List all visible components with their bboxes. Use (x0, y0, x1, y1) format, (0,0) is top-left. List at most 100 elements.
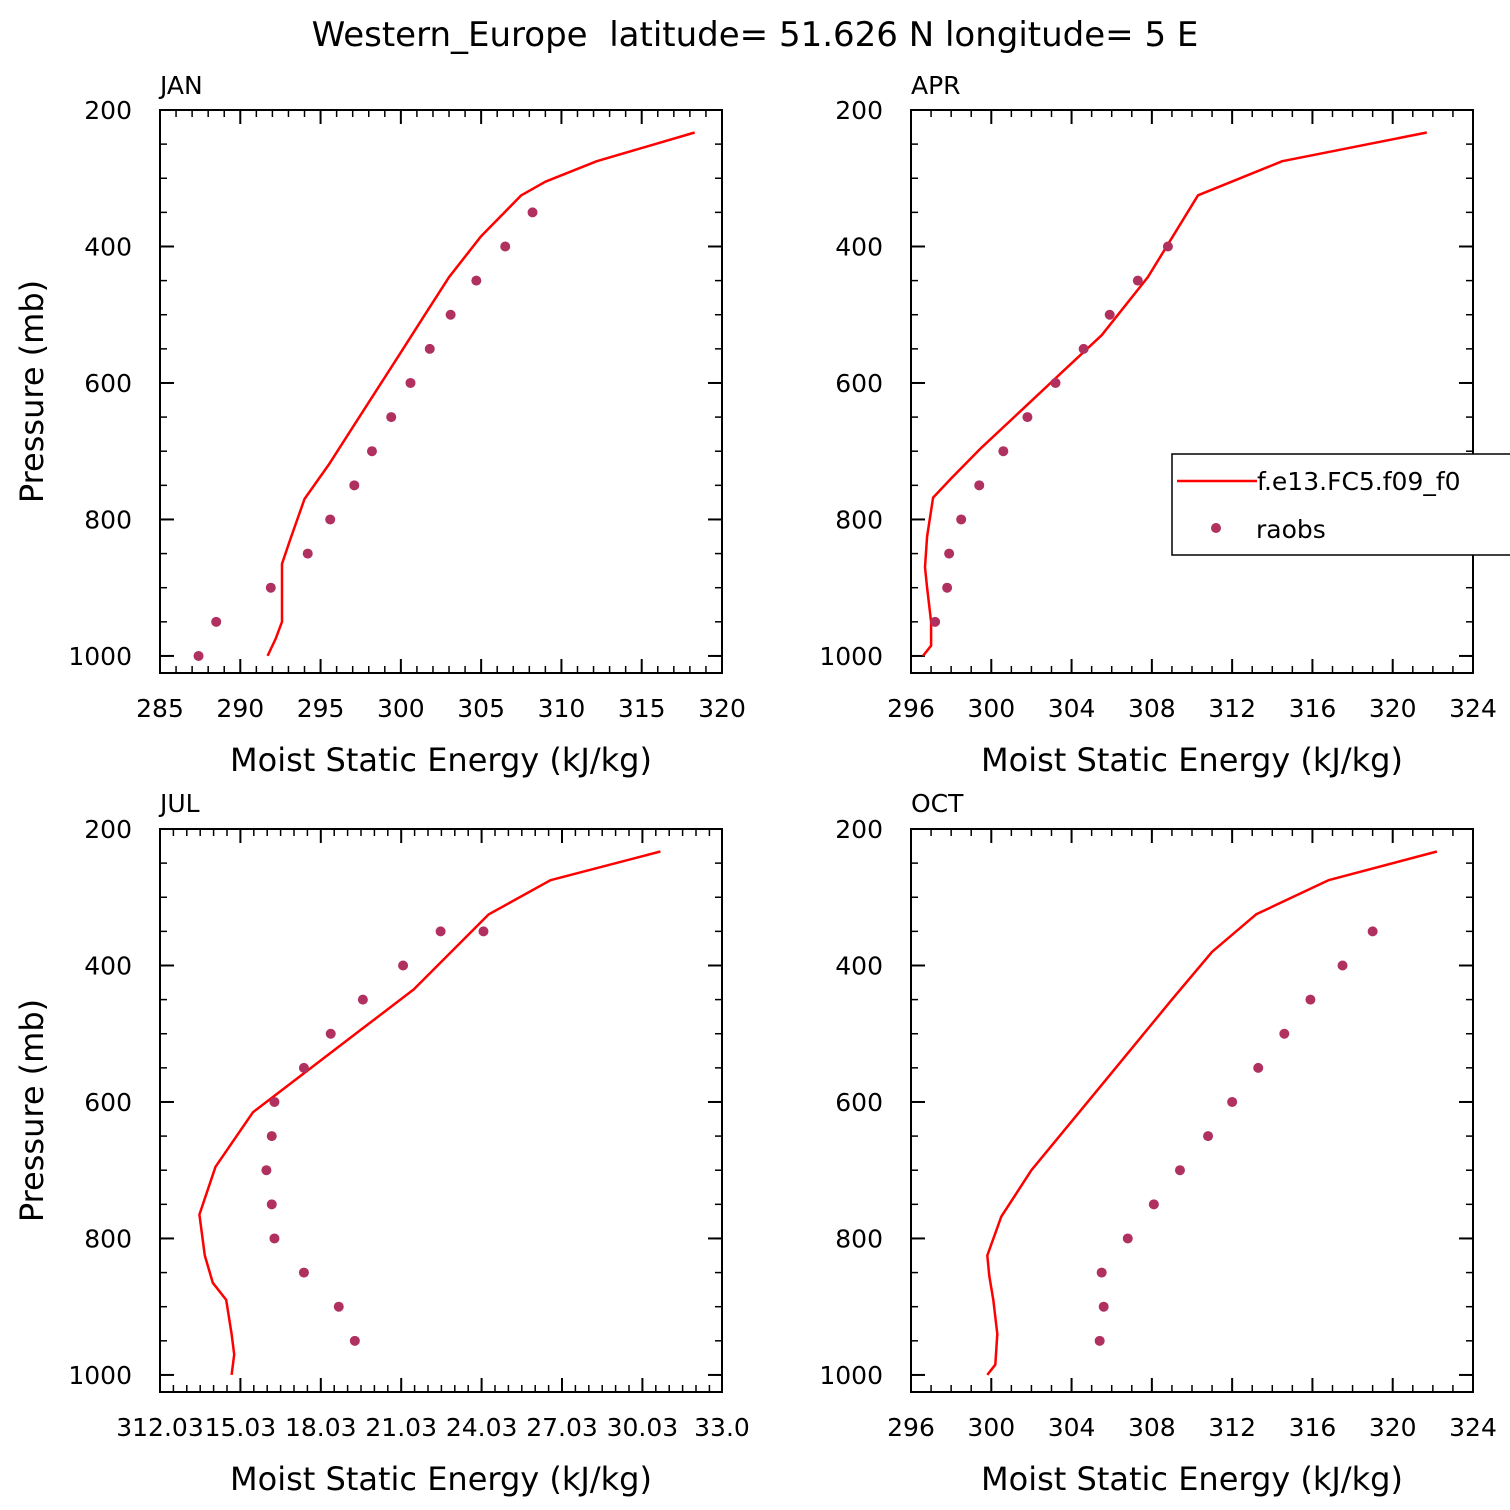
chart-jul-raobs-point (298, 1062, 309, 1073)
chart-jan-ytick-label: 400 (84, 232, 132, 261)
chart-jul-raobs-point (266, 1199, 277, 1210)
chart-jul-raobs-point (266, 1131, 277, 1142)
chart-oct-raobs-point (1305, 994, 1316, 1005)
chart-oct-xtick-label: 304 (1048, 1413, 1096, 1442)
chart-jan-frame (159, 109, 723, 674)
chart-apr-raobs-point (998, 446, 1009, 457)
chart-jul-xtick-label: 30.03 (607, 1413, 679, 1442)
chart-apr-ytick-label: 400 (835, 232, 883, 261)
chart-jan-model-line (266, 131, 696, 657)
chart-oct-raobs-point (1174, 1165, 1185, 1176)
chart-jan-xtick-label: 320 (698, 694, 746, 723)
chart-oct-raobs-point (1203, 1131, 1214, 1142)
chart-jan-raobs-point (527, 207, 538, 218)
chart-apr-raobs-point (1050, 377, 1061, 388)
chart-oct-ytick-label: 800 (835, 1224, 883, 1253)
chart-jan-raobs-point (325, 514, 336, 525)
panel-oct: OCT 296 300 304 308 312 316 320 324 200 400 600 800… (819, 789, 1496, 1498)
chart-jul-raobs-point (298, 1267, 309, 1278)
chart-jul-model-line (198, 850, 661, 1376)
chart-apr-raobs-point (1132, 275, 1143, 286)
chart-oct-xtick-label: 308 (1128, 1413, 1176, 1442)
chart-oct-raobs-point (1279, 1028, 1290, 1039)
chart-jan-xlabel: Moist Static Energy (kJ/kg) (230, 741, 652, 779)
chart-jan-raobs-point (424, 343, 435, 354)
chart-oct-raobs-point (1098, 1301, 1109, 1312)
chart-apr-raobs-point (1078, 343, 1089, 354)
chart-jan-ytick-label: 1000 (68, 642, 132, 671)
chart-jul-xlabel: Moist Static Energy (kJ/kg) (230, 1460, 652, 1498)
plot-area-oct: 296 300 304 308 312 316 320 324 200 400 600 800 1000… (819, 815, 1496, 1498)
chart-jul-raobs-point (269, 1096, 280, 1107)
chart-apr-xtick-label: 324 (1449, 694, 1497, 723)
chart-jul-xtick-label: 15.03 (205, 1413, 277, 1442)
chart-apr-model-line (922, 131, 1428, 657)
panel-label-jul: JUL (158, 789, 200, 818)
chart-jul-raobs-point (435, 926, 446, 937)
chart-oct-xlabel: Moist Static Energy (kJ/kg) (981, 1460, 1403, 1498)
chart-apr-frame (910, 109, 1474, 674)
chart-jul-xtick-label: 312.03 (116, 1413, 203, 1442)
chart-oct-raobs-point (1253, 1062, 1264, 1073)
chart-jul-ytick-label: 200 (84, 815, 132, 844)
legend-obs-label: raobs (1256, 515, 1326, 544)
chart-jan-xtick-label: 290 (216, 694, 264, 723)
chart-oct-xtick-label: 324 (1449, 1413, 1497, 1442)
chart-jan-ytick-label: 600 (84, 369, 132, 398)
chart-jan-xtick-label: 310 (538, 694, 586, 723)
chart-oct-ytick-label: 1000 (819, 1361, 883, 1390)
chart-apr-xtick-label: 308 (1128, 694, 1176, 723)
chart-jul-ytick-label: 600 (84, 1088, 132, 1117)
chart-jul-ytick-label: 800 (84, 1224, 132, 1253)
chart-jan-raobs-point (366, 446, 377, 457)
chart-apr-ytick-label: 600 (835, 369, 883, 398)
legend: f.e13.FC5.f09_f0 raobs (1171, 453, 1510, 556)
chart-oct-raobs-point (1148, 1199, 1159, 1210)
chart-jan-raobs-point (302, 548, 313, 559)
chart-jan-xtick-label: 300 (377, 694, 425, 723)
chart-jul-xtick-label: 21.03 (365, 1413, 437, 1442)
chart-apr-raobs-point (974, 480, 985, 491)
chart-jul-raobs-point (269, 1233, 280, 1244)
chart-apr-xlabel: Moist Static Energy (kJ/kg) (981, 741, 1403, 779)
chart-jan-xtick-label: 305 (457, 694, 505, 723)
plot-area-jul: 312.03 15.03 18.03 21.03 24.03 27.03 30.03 33.0… (13, 815, 750, 1498)
legend-box (1171, 453, 1510, 556)
chart-jan-raobs-point (211, 616, 222, 627)
chart-jan-ytick-label: 800 (84, 505, 132, 534)
chart-oct-raobs-point (1337, 960, 1348, 971)
chart-jul-raobs-point (333, 1301, 344, 1312)
chart-jul-raobs-point (325, 1028, 336, 1039)
panel-label-apr: APR (911, 71, 961, 100)
chart-jul-raobs-point (478, 926, 489, 937)
chart-oct-raobs-point (1367, 926, 1378, 937)
chart-jul-raobs-point (349, 1335, 360, 1346)
plot-area-jan: 285 290 295 300 305 310 315 320 200 400 600 800 1000… (13, 96, 746, 779)
chart-oct-xtick-label: 316 (1289, 1413, 1337, 1442)
chart-apr-raobs-point (930, 616, 941, 627)
chart-oct-model-line (986, 850, 1438, 1376)
chart-jan-raobs-point (500, 241, 511, 252)
chart-oct-xtick-label: 320 (1369, 1413, 1417, 1442)
legend-model-label: f.e13.FC5.f09_f0 (1257, 467, 1461, 496)
chart-apr-xtick-label: 316 (1289, 694, 1337, 723)
chart-jan-raobs-point (471, 275, 482, 286)
chart-apr-xtick-label: 296 (887, 694, 935, 723)
chart-jul-xtick-label: 33.0 (694, 1413, 750, 1442)
chart-jul-frame (159, 828, 723, 1393)
chart-apr-ytick-label: 200 (835, 96, 883, 125)
chart-apr-ytick-label: 800 (835, 505, 883, 534)
chart-apr-ytick-label: 1000 (819, 642, 883, 671)
chart-apr-raobs-point (956, 514, 967, 525)
chart-oct-ytick-label: 200 (835, 815, 883, 844)
chart-jan-raobs-point (265, 582, 276, 593)
chart-jul-xtick-label: 18.03 (285, 1413, 357, 1442)
chart-oct-xtick-label: 296 (887, 1413, 935, 1442)
chart-jan-ytick-label: 200 (84, 96, 132, 125)
chart-oct-ytick-label: 400 (835, 951, 883, 980)
chart-apr-xtick-label: 304 (1048, 694, 1096, 723)
legend-obs-marker (1211, 523, 1221, 533)
chart-oct-raobs-point (1094, 1335, 1105, 1346)
chart-jan-raobs-point (193, 650, 204, 661)
chart-jan-raobs-point (386, 412, 397, 423)
